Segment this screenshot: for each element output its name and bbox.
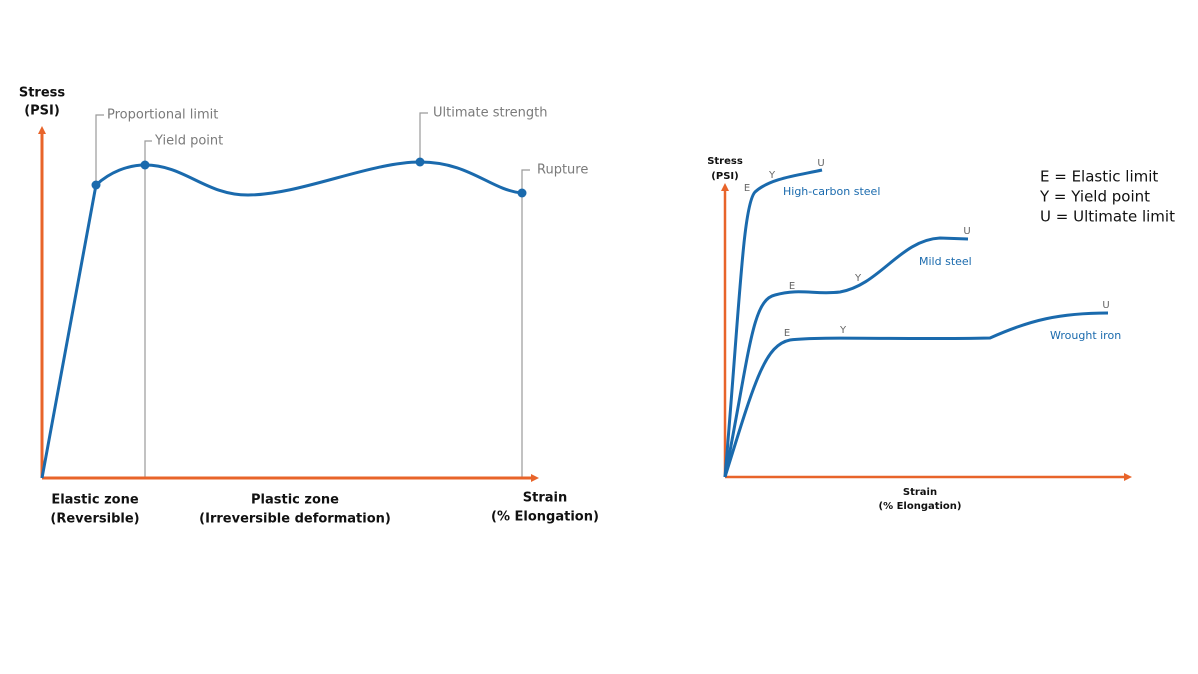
marker-label: U [963,226,970,237]
curve [723,236,969,478]
point [517,188,527,198]
leader [144,140,152,478]
leader [95,114,104,185]
curve [40,160,523,479]
zone-label: Plastic zone [251,493,339,508]
axis-label: (% Elongation) [879,501,962,512]
axis-label: Strain [523,491,567,506]
marker-label: E [784,328,790,339]
leader [521,169,530,478]
curve-label: Mild steel [919,255,972,268]
marker-label: Y [839,325,847,336]
marker-label: E [789,281,795,292]
axis-label: Stress [19,86,66,101]
marker-label: U [817,158,824,169]
curve-label: High-carbon steel [783,185,880,198]
point-label: Rupture [537,163,588,178]
point [91,180,101,190]
axis-label: (% Elongation) [491,510,599,525]
leader [419,112,428,162]
curve [723,311,1109,478]
axis-label: Strain [903,487,937,498]
zone-label: (Reversible) [50,512,139,527]
marker-label: Y [854,273,862,284]
point-label: Ultimate strength [433,106,547,121]
legend-entry: Y = Yield point [1039,188,1150,206]
marker-label: U [1102,300,1109,311]
axis-label: (PSI) [711,171,738,182]
zone-label: (Irreversible deformation) [199,512,391,527]
right-diagram: Stress (PSI) Strain (% Elongation) E Y U… [707,156,1175,512]
legend-entry: U = Ultimate limit [1040,208,1175,226]
marker-label: E [744,183,750,194]
point [415,157,425,167]
marker-label: Y [768,170,776,181]
axis-label: (PSI) [24,104,60,119]
point-label: Yield point [154,134,223,149]
legend-entry: E = Elastic limit [1040,168,1158,186]
point-label: Proportional limit [107,108,218,123]
zone-label: Elastic zone [51,493,139,508]
left-diagram: Stress (PSI) Proportional limit Yield po… [19,86,599,527]
axis-label: Stress [707,156,743,167]
point [140,160,150,170]
curve [723,168,823,478]
curve-label: Wrought iron [1050,329,1121,342]
